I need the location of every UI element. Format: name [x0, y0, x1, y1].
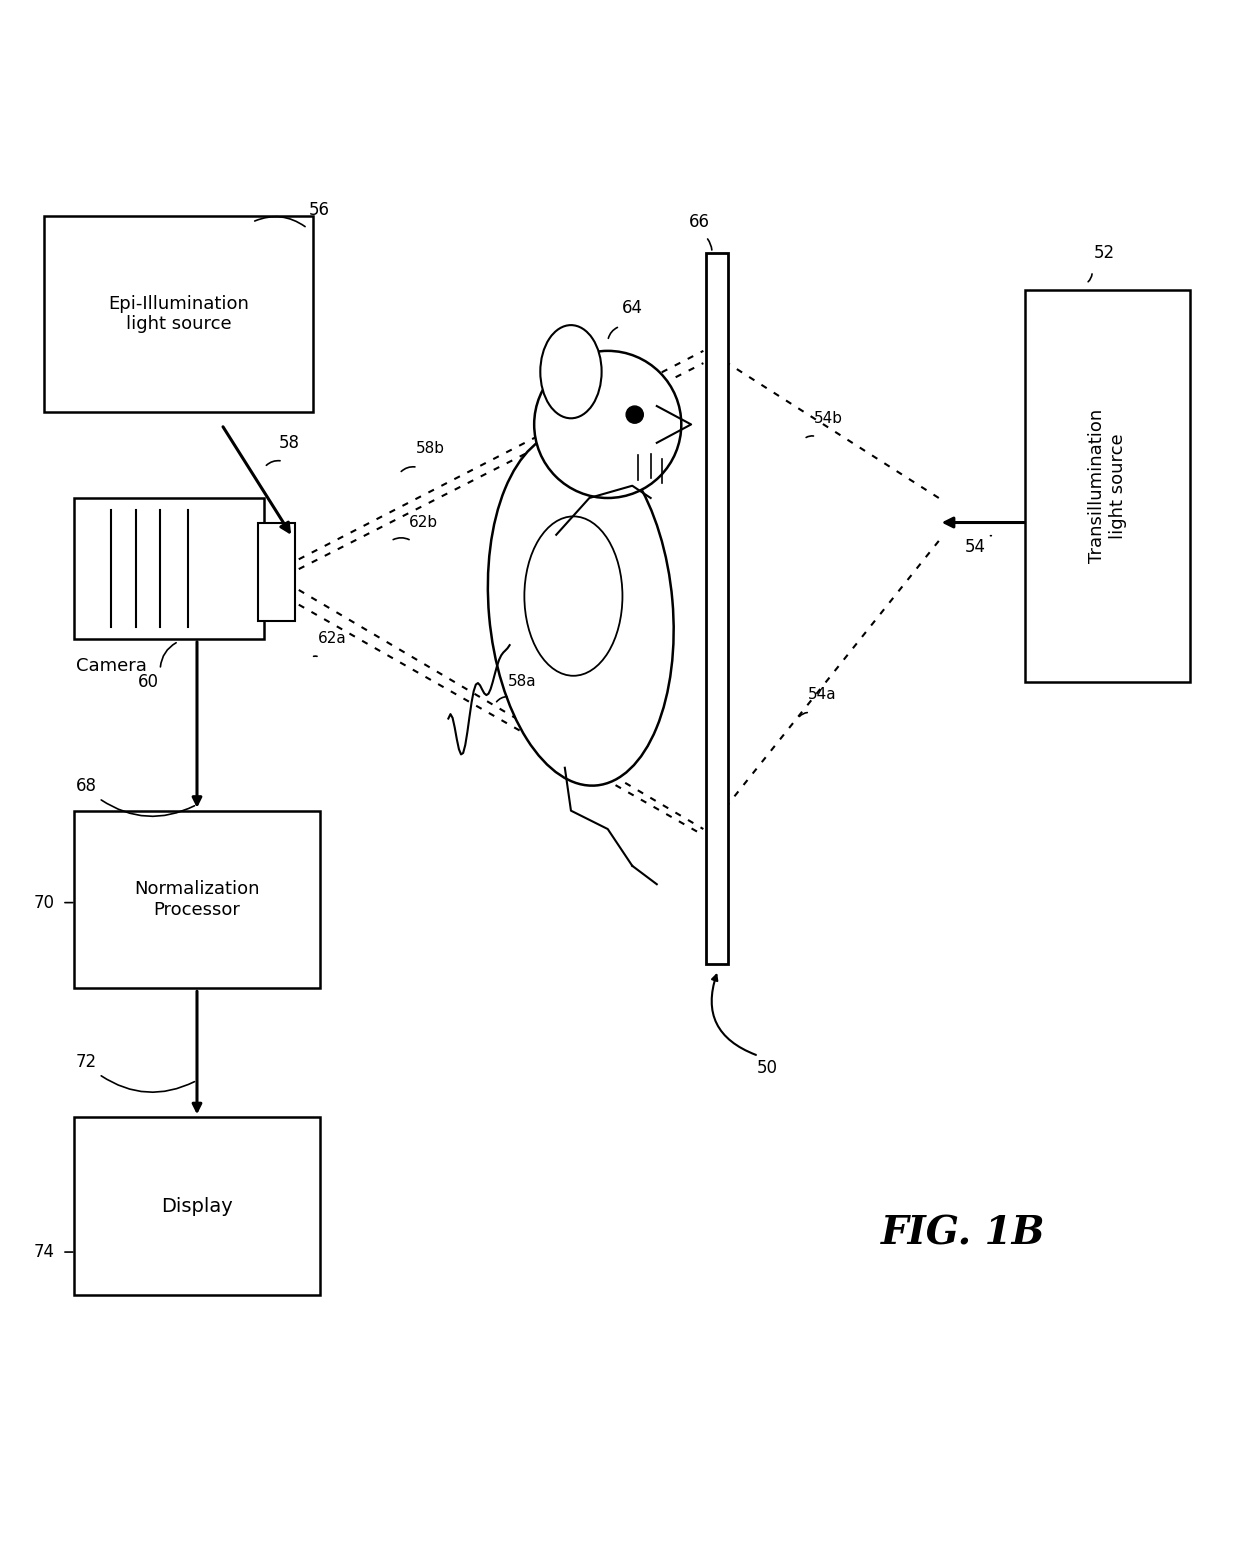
FancyBboxPatch shape: [43, 215, 314, 412]
FancyBboxPatch shape: [1024, 290, 1190, 682]
Text: 58: 58: [279, 434, 299, 452]
Circle shape: [534, 351, 681, 498]
Text: 54b: 54b: [813, 410, 843, 426]
Text: 60: 60: [138, 672, 159, 691]
Text: 62b: 62b: [409, 515, 439, 530]
Text: 58a: 58a: [507, 674, 536, 690]
Text: Camera: Camera: [76, 657, 146, 675]
Text: Transillumination
light source: Transillumination light source: [1087, 409, 1127, 563]
Text: Normalization
Processor: Normalization Processor: [134, 880, 259, 919]
Text: 72: 72: [76, 1053, 97, 1072]
Text: 74: 74: [33, 1243, 55, 1260]
Text: 70: 70: [33, 894, 55, 911]
Text: 66: 66: [689, 214, 711, 231]
Text: 64: 64: [621, 300, 642, 317]
FancyBboxPatch shape: [74, 1117, 320, 1295]
Circle shape: [626, 406, 644, 423]
Text: FIG. 1B: FIG. 1B: [882, 1215, 1045, 1253]
Ellipse shape: [487, 431, 673, 786]
Text: 52: 52: [1094, 243, 1115, 262]
Text: 54a: 54a: [808, 686, 837, 702]
Text: 54: 54: [965, 538, 986, 555]
Text: 56: 56: [309, 201, 330, 218]
Ellipse shape: [525, 516, 622, 675]
Text: 58b: 58b: [415, 441, 444, 457]
Ellipse shape: [541, 324, 601, 418]
Text: Epi-Illumination
light source: Epi-Illumination light source: [108, 295, 249, 334]
Text: Display: Display: [161, 1197, 233, 1215]
Text: 68: 68: [76, 777, 97, 796]
Text: 50: 50: [756, 1059, 777, 1076]
FancyBboxPatch shape: [74, 498, 264, 640]
FancyBboxPatch shape: [706, 253, 728, 964]
FancyBboxPatch shape: [258, 523, 295, 621]
Text: 62a: 62a: [317, 632, 346, 646]
FancyBboxPatch shape: [74, 811, 320, 989]
